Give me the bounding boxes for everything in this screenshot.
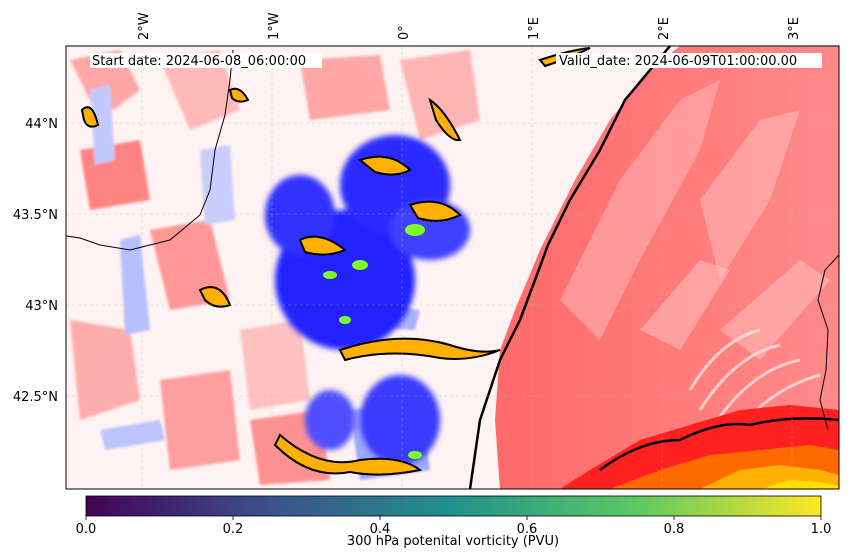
lon-tick-label: 2°E <box>657 17 672 40</box>
pv-green-cores <box>323 224 425 459</box>
coastline-west <box>66 49 234 251</box>
coastline-east <box>817 254 839 431</box>
lon-tick-label: 1°W <box>267 12 282 40</box>
colorbar-tick-label: 0.4 <box>370 522 391 537</box>
latitude-ticks: 44°N 43.5°N 43°N 42.5°N <box>13 117 58 405</box>
valid-date-label: Valid_date: 2024-06-09T01:00:00.00 <box>559 54 797 69</box>
colorbar: 0.0 0.2 0.4 0.6 0.8 1.0 300 hPa potenita… <box>76 495 832 549</box>
lon-tick-label: 1°E <box>527 17 542 40</box>
colorbar-gradient <box>85 495 822 517</box>
map-gridlines <box>66 46 839 489</box>
coastlines <box>66 49 839 431</box>
colorbar-tick-label: 0.0 <box>76 522 97 537</box>
lat-tick-label: 42.5°N <box>13 390 58 405</box>
colorbar-tick-label: 0.8 <box>664 522 685 537</box>
lon-tick-label: 3°E <box>787 17 802 40</box>
map-plot-area <box>66 46 839 489</box>
colorbar-tick-label: 0.6 <box>517 522 538 537</box>
map-frame <box>65 45 840 490</box>
pv-streamers <box>80 47 591 476</box>
lat-tick-label: 44°N <box>25 117 58 132</box>
lat-tick-label: 43°N <box>25 299 58 314</box>
colorbar-label: 300 hPa potenital vorticity (PVU) <box>347 534 559 549</box>
start-date-label: Start date: 2024-06-08_06:00:00 <box>92 54 306 69</box>
pv-south-contour <box>599 417 839 472</box>
colorbar-tick-label: 1.0 <box>811 522 832 537</box>
lon-tick-label: 0° <box>397 25 412 40</box>
pv-front-contour <box>468 46 671 489</box>
lon-tick-label: 2°W <box>137 12 152 40</box>
colorbar-tick-label: 0.2 <box>223 522 244 537</box>
lat-tick-label: 43.5°N <box>13 208 58 223</box>
longitude-ticks: 2°W 1°W 0° 1°E 2°E 3°E <box>137 12 802 40</box>
